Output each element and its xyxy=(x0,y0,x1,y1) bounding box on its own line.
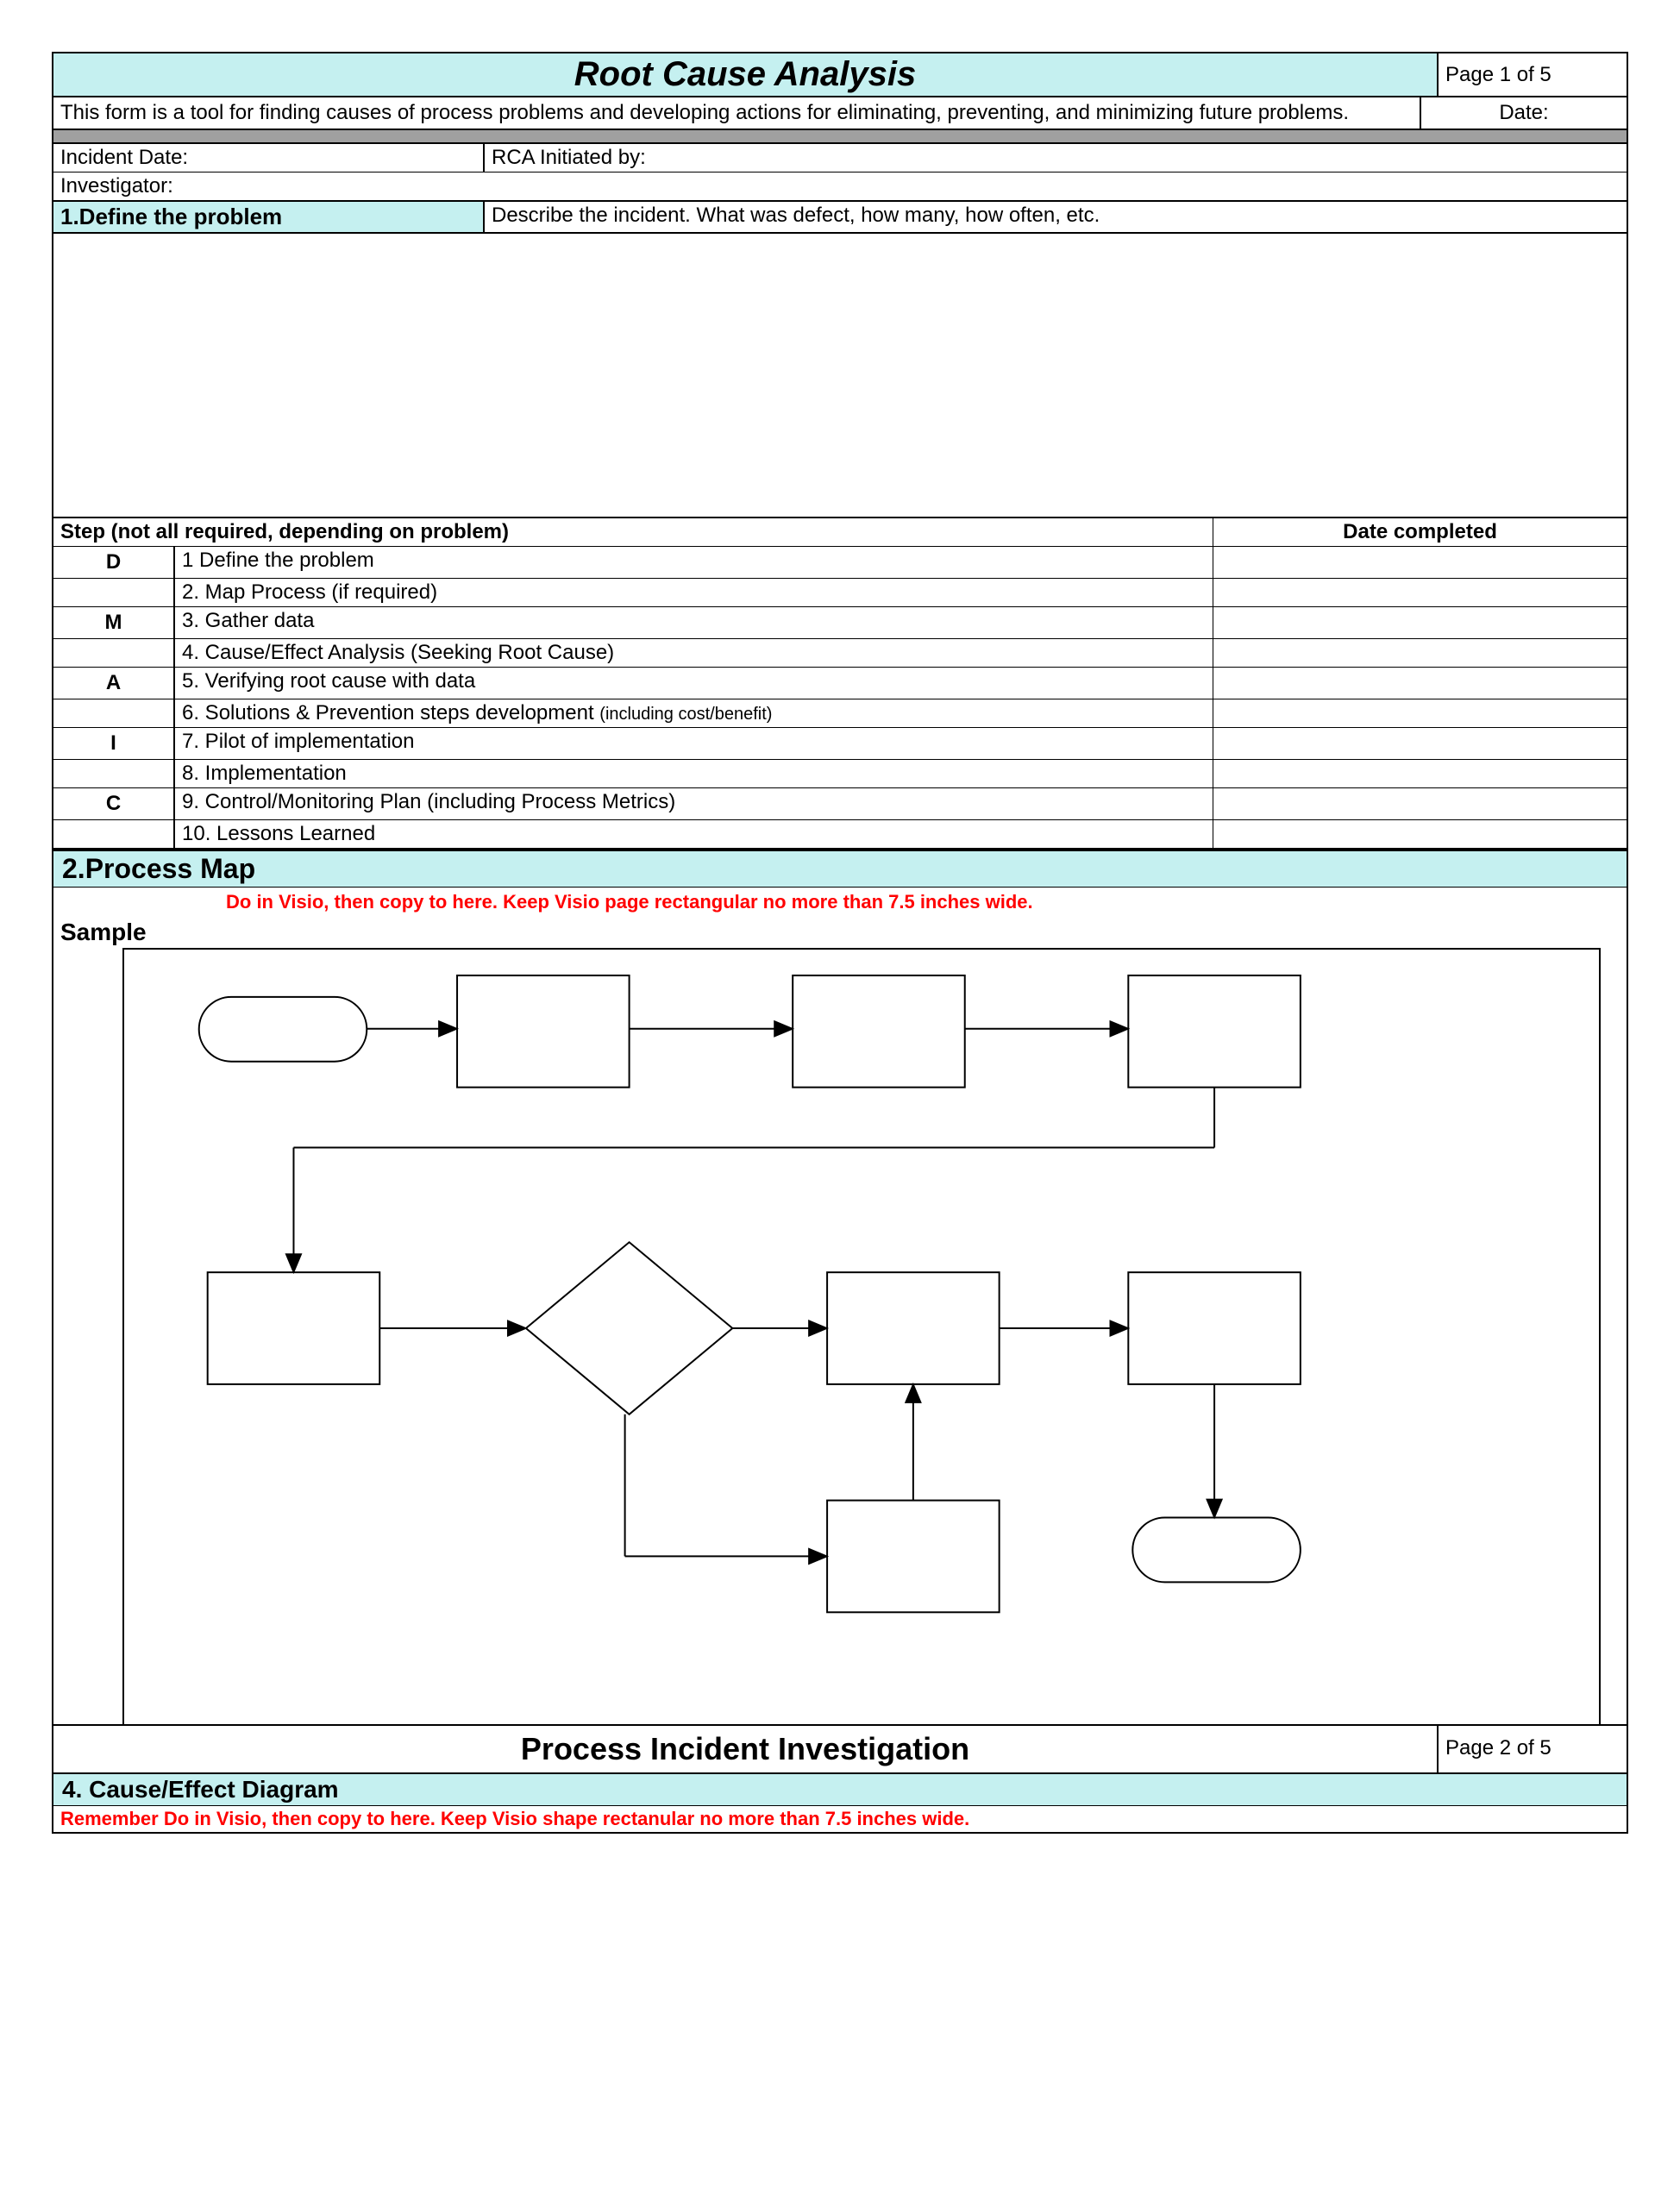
dmaic-letter: A xyxy=(53,668,174,699)
step-row: I7. Pilot of implementation xyxy=(53,728,1627,760)
flowchart-svg xyxy=(124,950,1599,1724)
dmaic-letter xyxy=(53,699,174,727)
step-text: 2. Map Process (if required) xyxy=(174,579,1213,606)
flow-process xyxy=(1128,975,1301,1088)
dmaic-letter xyxy=(53,639,174,667)
dmaic-letter xyxy=(53,820,174,848)
step-date-cell[interactable] xyxy=(1213,639,1627,667)
step-date-cell[interactable] xyxy=(1213,579,1627,606)
intro-text: This form is a tool for finding causes o… xyxy=(53,97,1420,129)
dmaic-letter: D xyxy=(53,547,174,578)
step-row: 6. Solutions & Prevention steps developm… xyxy=(53,699,1627,728)
step-text: 7. Pilot of implementation xyxy=(174,728,1213,759)
step-text: 6. Solutions & Prevention steps developm… xyxy=(174,699,1213,727)
investigator-label: Investigator: xyxy=(53,172,485,200)
page-number: Page 1 of 5 xyxy=(1437,53,1627,96)
header-row: Root Cause Analysis Page 1 of 5 xyxy=(53,53,1627,97)
step-date-cell[interactable] xyxy=(1213,607,1627,638)
step-row: A5. Verifying root cause with data xyxy=(53,668,1627,699)
step-row: D1 Define the problem xyxy=(53,547,1627,579)
flow-process xyxy=(1128,1272,1301,1384)
grey-divider xyxy=(53,130,1627,144)
flow-process xyxy=(827,1501,1000,1613)
title-cell: Root Cause Analysis xyxy=(53,53,1437,96)
step-text: 8. Implementation xyxy=(174,760,1213,787)
step-row: 4. Cause/Effect Analysis (Seeking Root C… xyxy=(53,639,1627,668)
flow-process xyxy=(827,1272,1000,1384)
section1-row: 1.Define the problem Describe the incide… xyxy=(53,202,1627,234)
dmaic-letter: M xyxy=(53,607,174,638)
rca-init-label: RCA Initiated by: xyxy=(485,144,1627,172)
step-date-cell[interactable] xyxy=(1213,728,1627,759)
page-title: Root Cause Analysis xyxy=(574,55,916,94)
step-text: 4. Cause/Effect Analysis (Seeking Root C… xyxy=(174,639,1213,667)
step-row: 10. Lessons Learned xyxy=(53,820,1627,850)
step-text: 1 Define the problem xyxy=(174,547,1213,578)
investigator-row: Investigator: xyxy=(53,172,1627,202)
step-row: M3. Gather data xyxy=(53,607,1627,639)
step-date-cell[interactable] xyxy=(1213,760,1627,787)
section4-remember: Remember Do in Visio, then copy to here.… xyxy=(53,1806,1627,1832)
steps-body: D1 Define the problem2. Map Process (if … xyxy=(53,547,1627,850)
flow-process xyxy=(208,1272,380,1384)
flow-process xyxy=(457,975,630,1088)
footer-title: Process Incident Investigation xyxy=(53,1726,1437,1772)
step-date-cell[interactable] xyxy=(1213,820,1627,848)
step-date-cell[interactable] xyxy=(1213,668,1627,699)
steps-header: Step (not all required, depending on pro… xyxy=(53,518,1627,547)
incident-date-label: Incident Date: xyxy=(53,144,485,172)
section1-desc: Describe the incident. What was defect, … xyxy=(485,202,1627,232)
flow-process xyxy=(793,975,965,1088)
step-row: 8. Implementation xyxy=(53,760,1627,788)
flow-terminator xyxy=(199,997,367,1062)
step-text: 10. Lessons Learned xyxy=(174,820,1213,848)
step-row: 2. Map Process (if required) xyxy=(53,579,1627,607)
section1-label: 1.Define the problem xyxy=(53,202,485,232)
dmaic-letter xyxy=(53,579,174,606)
flow-terminator xyxy=(1132,1518,1301,1583)
date-label: Date: xyxy=(1420,97,1627,129)
step-date-cell[interactable] xyxy=(1213,547,1627,578)
dmaic-letter: I xyxy=(53,728,174,759)
section2-header: 2.Process Map xyxy=(53,850,1627,888)
incident-date-row: Incident Date: RCA Initiated by: xyxy=(53,144,1627,172)
footer-row: Process Incident Investigation Page 2 of… xyxy=(53,1724,1627,1774)
step-text: 3. Gather data xyxy=(174,607,1213,638)
step-text: 9. Control/Monitoring Plan (including Pr… xyxy=(174,788,1213,819)
step-text: 5. Verifying root cause with data xyxy=(174,668,1213,699)
steps-header-right: Date completed xyxy=(1213,518,1627,546)
section2-instruction: Do in Visio, then copy to here. Keep Vis… xyxy=(53,888,1627,917)
page-container: Root Cause Analysis Page 1 of 5 This for… xyxy=(52,52,1628,1834)
flowchart-container xyxy=(122,948,1601,1724)
section4-header: 4. Cause/Effect Diagram xyxy=(53,1774,1627,1806)
sample-label: Sample xyxy=(53,917,1627,948)
intro-row: This form is a tool for finding causes o… xyxy=(53,97,1627,130)
footer-page-num: Page 2 of 5 xyxy=(1437,1726,1627,1772)
section1-input-area[interactable] xyxy=(53,234,1627,518)
dmaic-letter xyxy=(53,760,174,787)
step-date-cell[interactable] xyxy=(1213,788,1627,819)
step-row: C9. Control/Monitoring Plan (including P… xyxy=(53,788,1627,820)
flow-decision xyxy=(526,1242,732,1414)
steps-header-left: Step (not all required, depending on pro… xyxy=(53,518,1213,546)
dmaic-letter: C xyxy=(53,788,174,819)
step-date-cell[interactable] xyxy=(1213,699,1627,727)
